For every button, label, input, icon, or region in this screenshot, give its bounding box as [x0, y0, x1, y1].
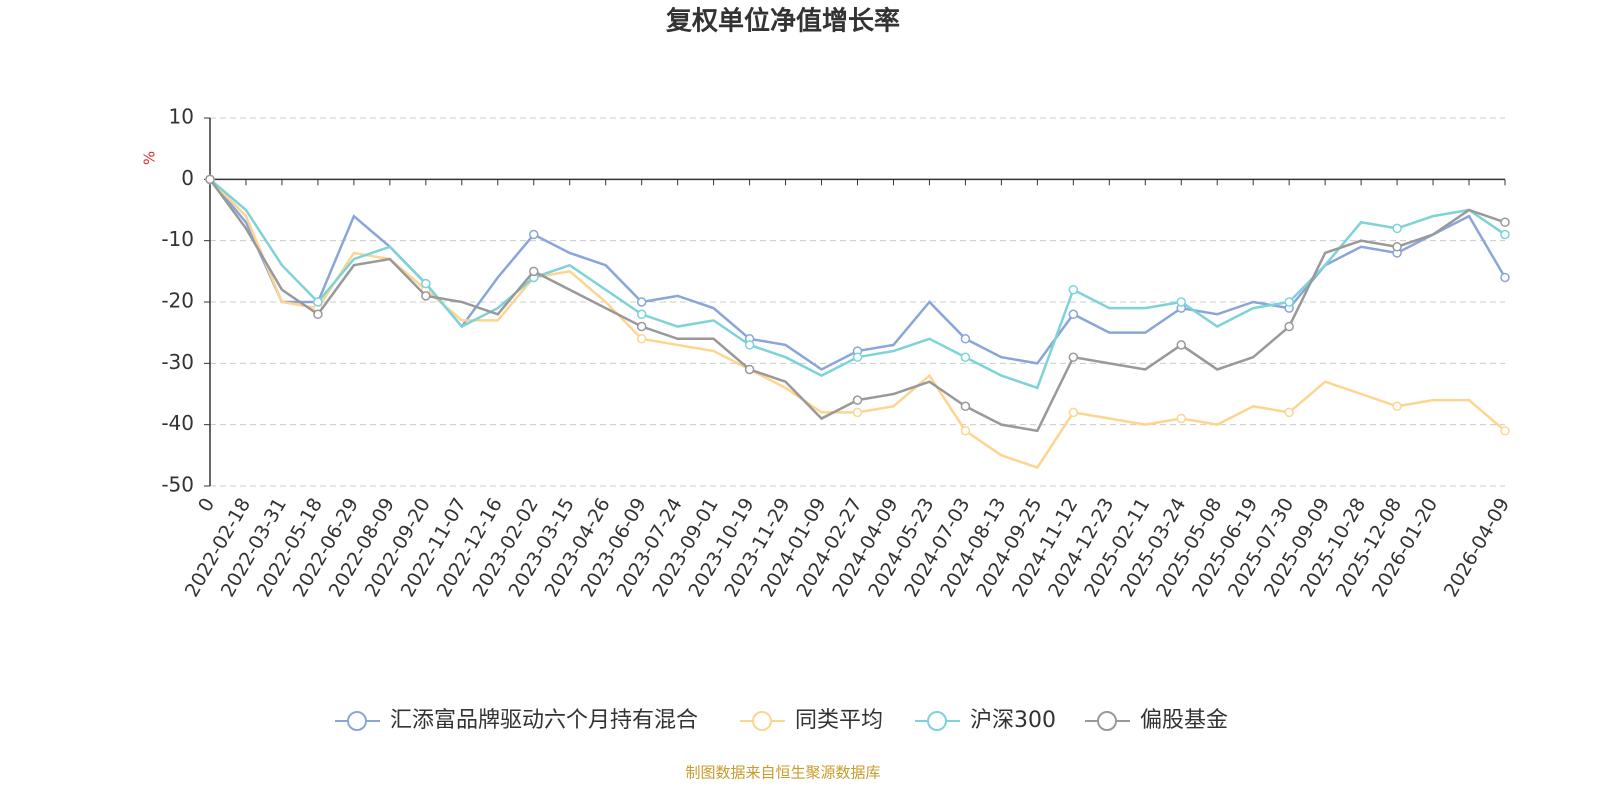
point	[313, 309, 323, 320]
y-axis-label: %	[141, 151, 159, 165]
y-tick-label: 0	[181, 166, 194, 190]
point	[1500, 272, 1510, 283]
legend-label: 偏股基金	[1140, 708, 1228, 733]
point	[1176, 297, 1186, 307]
point	[852, 395, 863, 405]
point	[1068, 352, 1079, 362]
point	[1176, 413, 1186, 424]
y-tick-label: -10	[161, 227, 194, 251]
y-tick-label: -50	[161, 473, 194, 497]
point	[636, 297, 647, 307]
point	[852, 407, 863, 418]
point	[1068, 407, 1079, 418]
y-tick-label: 10	[169, 105, 194, 129]
y-tick-label: -30	[161, 350, 194, 374]
x-tick-label: 0	[194, 494, 219, 515]
point	[205, 174, 215, 185]
point	[1392, 223, 1402, 234]
point	[1500, 426, 1510, 436]
point	[1284, 297, 1294, 307]
point	[1068, 284, 1079, 295]
point	[636, 334, 647, 344]
point	[1500, 217, 1510, 228]
point	[1284, 407, 1294, 418]
x-tick-label: 2026-04-09	[1440, 494, 1514, 601]
point	[1068, 309, 1079, 320]
point	[744, 364, 755, 375]
legend-label: 汇添富品牌驱动六个月持有混合	[390, 708, 698, 733]
point	[744, 340, 755, 350]
y-tick-label: -40	[161, 411, 194, 435]
point	[636, 309, 647, 320]
point	[960, 401, 971, 412]
y-tick-label: -20	[161, 289, 194, 313]
point	[313, 297, 323, 307]
legend-label: 同类平均	[795, 708, 883, 733]
point	[1392, 242, 1402, 252]
point	[960, 352, 971, 362]
point	[960, 426, 971, 436]
point	[1392, 401, 1402, 412]
chart-title: 复权单位净值增长率	[666, 6, 900, 37]
legend-label: 沪深300	[970, 708, 1056, 733]
point	[529, 266, 539, 277]
point	[529, 229, 539, 240]
point	[960, 334, 971, 344]
legend-marker	[1097, 711, 1117, 731]
point	[636, 321, 647, 332]
point	[1176, 340, 1186, 350]
legend-marker	[347, 711, 367, 731]
point	[1284, 321, 1294, 332]
legend-marker	[752, 711, 772, 731]
point	[421, 278, 431, 289]
point	[1500, 229, 1510, 240]
point	[421, 291, 431, 301]
source-note: 制图数据来自恒生聚源数据库	[685, 764, 880, 782]
legend-marker	[927, 711, 947, 731]
point	[852, 352, 863, 362]
